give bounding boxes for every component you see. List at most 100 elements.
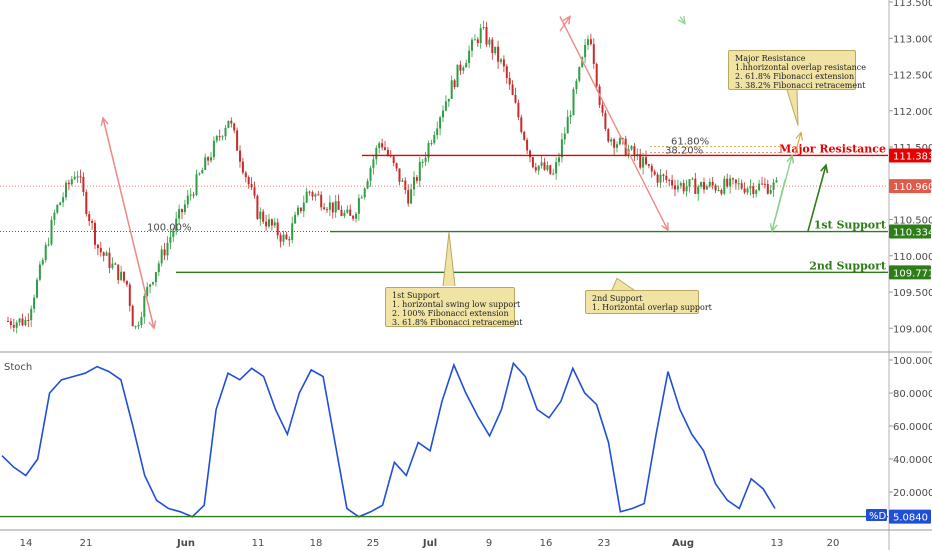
candle-body: [758, 183, 761, 191]
candle-body: [111, 263, 114, 269]
candle-body: [355, 213, 357, 219]
candle-body: [346, 209, 349, 213]
annotation-1st-support: 1st Support 1. horizontal swing low supp…: [385, 287, 523, 327]
candle-body: [523, 131, 526, 140]
candle-body: [323, 207, 326, 210]
candle-body: [343, 212, 346, 216]
candle-body: [99, 248, 102, 253]
candle-body: [262, 211, 265, 222]
candle-body: [630, 146, 633, 150]
candle-body: [381, 143, 384, 148]
candle-body: [442, 110, 444, 118]
candle-body: [268, 219, 270, 227]
candle-body: [471, 39, 473, 51]
candle-body: [587, 39, 589, 45]
candle-body: [427, 143, 430, 158]
candle-body: [659, 174, 662, 183]
level-title: 1st Support: [814, 219, 887, 232]
candle-body: [476, 39, 479, 44]
candle-body: [163, 249, 166, 256]
candle-body: [375, 147, 378, 160]
stoch-tick-label: 20.0000: [893, 488, 932, 499]
candle-body: [418, 162, 421, 181]
current-price-tag: [889, 179, 931, 194]
time-tick-label: 21: [80, 538, 93, 549]
candle-body: [534, 167, 537, 171]
candle-body: [737, 183, 740, 185]
candle-body: [270, 219, 273, 226]
candle-body: [137, 324, 140, 327]
candle-body: [183, 204, 186, 213]
candle-body: [65, 182, 67, 198]
candle-body: [543, 162, 546, 170]
time-tick-label: 13: [771, 538, 784, 549]
time-tick-label: 18: [310, 538, 323, 549]
candle-body: [326, 209, 328, 211]
candle-body: [50, 219, 53, 245]
candle-body: [546, 165, 549, 170]
candle-body: [575, 80, 578, 90]
candle-body: [15, 322, 18, 328]
projection-arrow-head: [795, 131, 803, 141]
candle-body: [102, 252, 105, 256]
candle-body: [117, 264, 120, 281]
candle-body: [505, 66, 508, 79]
price-tick-label: 110.500: [893, 216, 932, 227]
candle-body: [204, 157, 207, 170]
candle-body: [685, 186, 688, 192]
candle-body: [198, 173, 201, 175]
candle-body: [450, 80, 453, 99]
candle-body: [447, 98, 450, 102]
candle-body: [73, 176, 76, 180]
annotation-line: 1.hhorizontal overlap resistance: [735, 63, 866, 72]
stoch-last-value-label: 5.0840: [893, 513, 928, 524]
candle-body: [12, 325, 15, 328]
candle-body: [616, 144, 618, 148]
candle-body: [36, 279, 38, 298]
candle-body: [732, 178, 734, 180]
candle-body: [775, 180, 778, 183]
candle-body: [407, 189, 410, 204]
candle-body: [584, 44, 587, 58]
candle-body: [253, 187, 256, 196]
candle-body: [679, 183, 682, 186]
candle-body: [236, 130, 239, 151]
candle-body: [650, 165, 653, 172]
candle-body: [44, 244, 47, 261]
stoch-tick-label: 100.0000: [893, 356, 932, 367]
candle-body: [21, 318, 24, 326]
fib-label: 61.80%: [671, 136, 709, 147]
stoch-series-name: %D: [869, 511, 887, 522]
time-tick-label: Jun: [176, 538, 195, 549]
candle-body: [766, 184, 769, 194]
candle-body: [500, 59, 502, 62]
candle-body: [114, 263, 117, 265]
candle-body: [459, 64, 462, 71]
candle-body: [18, 318, 21, 323]
candle-body: [94, 222, 96, 245]
candle-body: [299, 207, 302, 212]
candle-body: [279, 235, 282, 242]
major-resistance-tag: [889, 148, 931, 163]
annotation-line: 3. 61.8% Fibonacci retracement: [392, 318, 523, 327]
candle-body: [175, 218, 178, 232]
candle-body: [674, 185, 676, 190]
note-pointer: [611, 277, 635, 291]
note-pointer: [442, 232, 456, 287]
price-tick-label: 109.000: [893, 324, 932, 335]
major-resistance-label: 111.383: [893, 151, 932, 162]
candle-body: [494, 46, 497, 54]
candle-body: [227, 120, 230, 128]
candle-body: [676, 185, 679, 190]
candle-body: [697, 186, 700, 194]
candle-body: [581, 57, 584, 67]
fib-projection-arrow-head: [562, 15, 571, 25]
candle-body: [201, 169, 204, 174]
candle-body: [128, 284, 131, 306]
candle-body: [769, 190, 772, 194]
stoch-tick-label: 40.0000: [893, 455, 932, 466]
candle-body: [410, 189, 413, 204]
candle-body: [636, 154, 639, 156]
candle-body: [85, 192, 88, 214]
